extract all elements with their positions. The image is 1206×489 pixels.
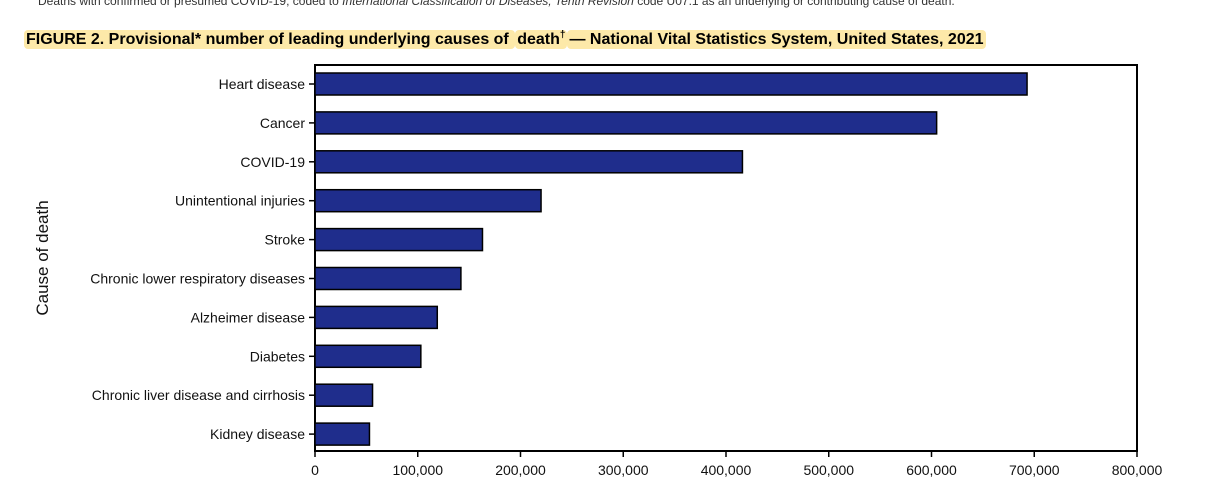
category-label-covid-19: COVID-19 [240, 154, 305, 170]
category-labels: Heart disease Cancer COVID-19 Unintentional… [90, 76, 315, 442]
bar-kidney-disease [314, 422, 371, 446]
category-label-diabetes: Diabetes [250, 348, 305, 364]
x-tick-label-6: 600,000 [906, 462, 957, 478]
bar-alzheimer-disease [314, 305, 439, 330]
x-tick-label-2: 200,000 [495, 462, 546, 478]
bar-diabetes [314, 344, 422, 369]
x-tick-label-8: 800,000 [1112, 462, 1163, 478]
category-label-cancer: Cancer [260, 115, 305, 131]
figure-title-death: death† [515, 30, 568, 50]
top-footnote-prefix: Deaths with confirmed or presumed COVID-… [38, 0, 343, 8]
category-label-chronic-liver-disease-and-cirrhosis: Chronic liver disease and cirrhosis [92, 387, 305, 403]
bar-heart-disease [314, 72, 1028, 96]
category-label-alzheimer-disease: Alzheimer disease [191, 309, 306, 325]
category-label-stroke: Stroke [265, 232, 306, 248]
x-tick-label-5: 500,000 [803, 462, 854, 478]
figure-title-part2: — National Vital Statistics System, Unit… [567, 30, 986, 50]
figure-title-death-word: death [517, 31, 560, 49]
x-tick-label-4: 400,000 [701, 462, 752, 478]
x-tick-label-1: 100,000 [392, 462, 443, 478]
bars-layer [314, 72, 1028, 446]
category-label-heart-disease: Heart disease [219, 76, 306, 92]
bar-cancer [314, 111, 938, 135]
category-label-unintentional-injuries: Unintentional injuries [175, 193, 305, 209]
y-axis-title: Cause of death [33, 200, 52, 315]
figure-title: FIGURE 2. Provisional* number of leading… [24, 30, 986, 50]
top-footnote: Deaths with confirmed or presumed COVID-… [38, 0, 1206, 8]
figure-title-part1: FIGURE 2. Provisional* number of leading… [24, 30, 516, 50]
category-label-chronic-lower-respiratory-diseases: Chronic lower respiratory diseases [90, 271, 305, 287]
top-footnote-italic: International Classification of Diseases… [342, 0, 634, 8]
bar-unintentional-injuries [314, 188, 542, 213]
x-tick-label-0: 0 [311, 462, 319, 478]
top-footnote-suffix: code U07.1 as an underlying or contribut… [633, 0, 955, 8]
category-label-kidney-disease: Kidney disease [210, 426, 305, 442]
x-tick-label-3: 300,000 [598, 462, 649, 478]
bar-chronic-liver-disease-and-cirrhosis [314, 383, 374, 407]
bar-covid-19 [314, 150, 744, 174]
bar-stroke [314, 227, 484, 252]
x-axis-ticks: 0 100,000 200,000 300,000 400,000 500,000 600,… [311, 451, 1163, 478]
bar-chronic-lower-respiratory-diseases [314, 266, 462, 291]
figure-title-dagger: † [559, 30, 566, 41]
x-tick-label-7: 700,000 [1009, 462, 1060, 478]
